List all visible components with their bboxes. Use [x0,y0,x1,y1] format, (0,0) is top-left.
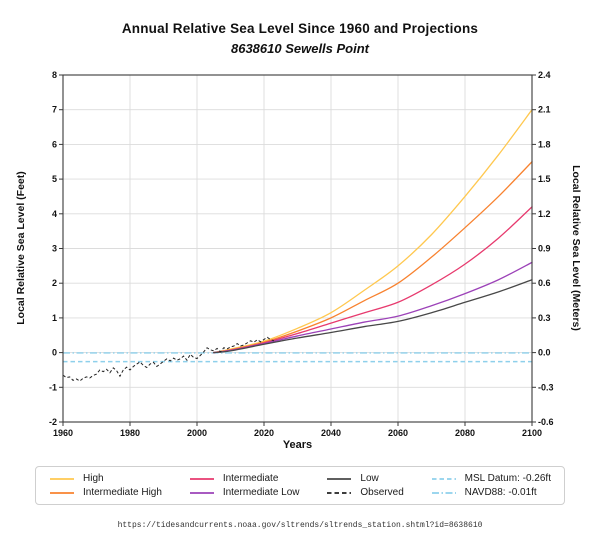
tick-label-meters: -0.6 [538,417,554,427]
legend-item-intermediate-low: Intermediate Low [189,487,300,498]
x-axis-label: Years [282,439,313,451]
series-line-observed [62,336,275,382]
tick-label-feet: 4 [52,209,57,219]
chart-plot: -2 -1 0 1 2 3 4 5 6 7 8 -0.6 -0.3 0.0 0.3 0.6 0.9 1.2 1.5 1… [49,70,554,438]
legend-swatch-intermediate-low-line-icon [189,491,214,494]
tick-label-feet: 8 [52,70,57,80]
chart-title: Annual Relative Sea Level Since 1960 and… [121,21,479,36]
legend-swatch-navd88-line-icon [431,491,456,494]
tick-label-meters: 1.2 [538,209,551,219]
tick-label-feet: 5 [52,174,57,184]
legend-label: Intermediate Low [222,487,300,498]
series-line-intermediate-high [213,161,533,354]
series-line-intermediate-low [213,261,533,354]
tick-label-feet: 2 [52,278,57,288]
tick-label-meters: 0.3 [538,313,551,323]
legend-item-observed: Observed [326,487,404,498]
tick-label-feet: 3 [52,244,57,254]
series-line-high [213,109,533,354]
tick-label-feet: -2 [49,417,57,427]
legend-label: Intermediate [222,473,279,484]
legend-item-intermediate: Intermediate [189,473,300,484]
tick-label-year: 2000 [187,428,207,438]
legend: High Intermediate High Intermediate Interme… [35,466,565,505]
legend-swatch-intermediate-line-icon [189,477,214,480]
tick-label-meters: 0.0 [538,348,551,358]
series-line-low [213,279,533,354]
legend-item-high: High [49,473,162,484]
tick-label-meters: -0.3 [538,382,554,392]
legend-item-low: Low [326,473,403,484]
tick-label-year: 1980 [120,428,140,438]
legend-item-msl-datum: MSL Datum: -0.26ft [431,473,551,484]
tick-label-feet: 6 [52,139,57,149]
series-line-intermediate [213,206,533,354]
tick-label-feet: 7 [52,105,57,115]
legend-label: NAVD88: -0.01ft [464,487,537,498]
tick-label-year: 2080 [455,428,475,438]
tick-label-meters: 1.5 [538,174,551,184]
legend-swatch-intermediate-high-line-icon [50,491,74,494]
tick-label-feet: 0 [52,348,57,358]
legend-label: Intermediate High [83,487,162,498]
tick-label-meters: 0.9 [538,244,551,254]
legend-swatch-observed-line-icon [327,491,352,494]
tick-label-meters: 2.1 [538,105,551,115]
source-url: https://tidesandcurrents.noaa.gov/sltren… [117,521,483,530]
tick-label-meters: 0.6 [538,278,551,288]
chart-subtitle: 8638610 Sewells Point [230,41,370,56]
tick-label-feet: -1 [49,382,57,392]
tick-label-year: 1960 [53,428,73,438]
legend-item-navd88: NAVD88: -0.01ft [431,487,551,498]
legend-label: MSL Datum: -0.26ft [464,473,551,484]
legend-label: Observed [360,487,404,498]
tick-label-year: 2020 [254,428,274,438]
tick-label-meters: 1.8 [538,139,551,149]
legend-label: High [83,473,104,484]
legend-swatch-low-line-icon [327,477,352,480]
tick-label-year: 2040 [321,428,341,438]
tick-label-feet: 1 [52,313,57,323]
tick-label-year: 2100 [522,428,542,438]
legend-item-intermediate-high: Intermediate High [49,487,162,498]
tick-label-year: 2060 [388,428,408,438]
tick-label-meters: 2.4 [538,70,551,80]
legend-swatch-high-line-icon [50,477,74,480]
legend-label: Low [360,473,379,484]
legend-swatch-msl-datum-line-icon [431,477,456,480]
